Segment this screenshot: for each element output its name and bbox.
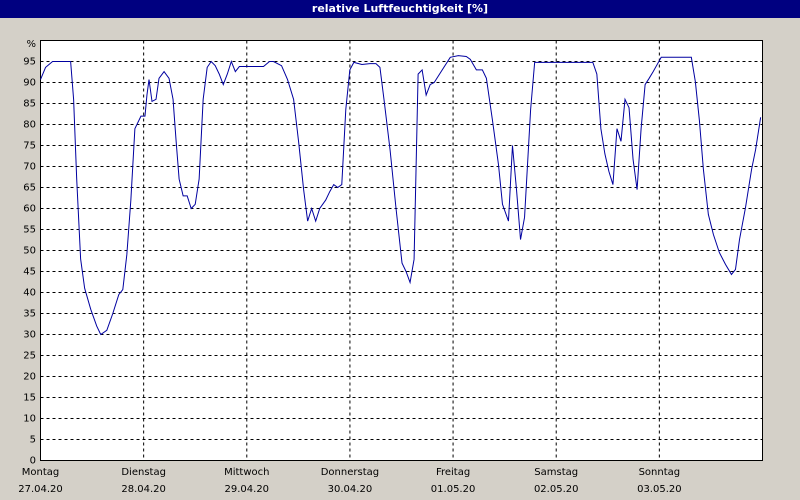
y-tick-label: 35 [23,309,36,320]
line-series [40,55,762,336]
x-tick-date: 30.04.20 [328,484,373,495]
y-tick-label: 10 [23,414,36,425]
x-tick-label: Mittwoch [224,467,269,478]
y-tick-label: 90 [23,78,36,89]
x-tick-label: Sonntag [639,467,681,478]
y-tick-label: 85 [23,99,36,110]
y-tick-label: 65 [23,183,36,194]
x-tick-date: 01.05.20 [431,484,476,495]
y-tick-label: 60 [23,204,36,215]
y-tick-label: 55 [23,225,36,236]
y-tick-label: 30 [23,330,36,341]
y-tick-label: 50 [23,246,36,257]
x-tick-date: 27.04.20 [18,484,63,495]
y-tick-label: 70 [23,162,36,173]
y-unit: % [26,39,36,50]
y-tick-label: 80 [23,120,36,131]
x-tick-label: Montag [22,467,59,478]
y-tick-label: 15 [23,393,36,404]
x-tick-date: 02.05.20 [534,484,579,495]
y-tick-label: 40 [23,288,36,299]
y-tick-label: 20 [23,372,36,383]
y-tick-label: 95 [23,57,36,68]
x-tick-date: 03.05.20 [637,484,682,495]
y-tick-label: 45 [23,267,36,278]
x-tick-label: Dienstag [121,467,166,478]
x-tick-label: Samstag [534,467,578,478]
x-tick-label: Donnerstag [321,467,379,478]
y-tick-label: 0 [30,456,36,467]
chart-title: relative Luftfeuchtigkeit [%] [312,2,488,15]
x-tick-date: 29.04.20 [225,484,270,495]
y-tick-label: 5 [30,435,36,446]
title-bar [0,0,800,18]
y-tick-label: 25 [23,351,36,362]
x-tick-label: Freitag [436,467,470,478]
y-tick-label: 75 [23,141,36,152]
x-tick-date: 28.04.20 [121,484,166,495]
